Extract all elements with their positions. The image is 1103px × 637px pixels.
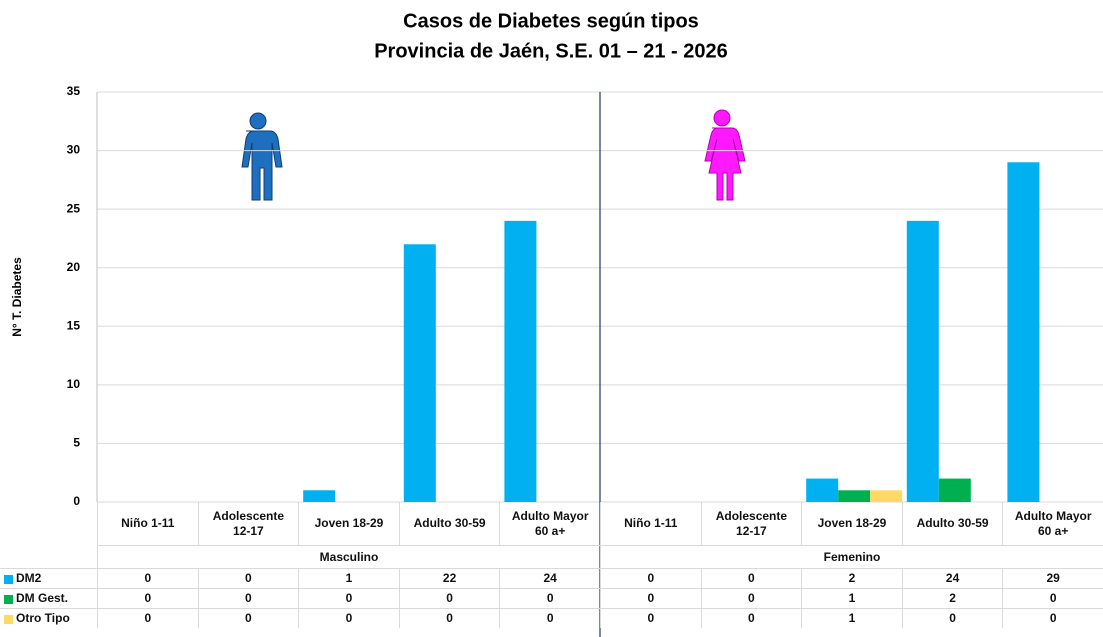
legend-label: Otro Tipo bbox=[0, 608, 97, 628]
table-value: 0 bbox=[398, 588, 500, 608]
chart-title: Casos de Diabetes según tipos bbox=[403, 10, 699, 32]
table-value: 0 bbox=[700, 588, 802, 608]
table-value: 0 bbox=[97, 588, 198, 608]
table-value: 0 bbox=[600, 568, 701, 588]
legend-label: DM Gest. bbox=[0, 588, 97, 608]
y-tick-label: 15 bbox=[67, 318, 81, 332]
x-tick-label: Adulto Mayor 60 a+ bbox=[1002, 502, 1103, 545]
table-value: 1 bbox=[298, 568, 399, 588]
bar bbox=[906, 220, 939, 502]
group-label: Femenino bbox=[600, 545, 1103, 568]
table-value: 1 bbox=[801, 588, 902, 608]
table-value: 0 bbox=[700, 568, 802, 588]
table-value: 0 bbox=[97, 608, 198, 628]
y-tick-label: 10 bbox=[67, 377, 81, 391]
legend-key bbox=[4, 615, 13, 624]
x-tick-label: Joven 18-29 bbox=[801, 502, 902, 545]
x-tick-label: Adolescente 12-17 bbox=[700, 502, 802, 545]
table-value: 0 bbox=[97, 568, 198, 588]
table-value: 0 bbox=[298, 608, 399, 628]
group-label: Masculino bbox=[97, 545, 600, 568]
x-tick-label: Niño 1-11 bbox=[97, 502, 198, 545]
table-value: 24 bbox=[901, 568, 1003, 588]
table-value: 29 bbox=[1002, 568, 1103, 588]
legend-label: DM2 bbox=[0, 568, 97, 588]
table-value: 0 bbox=[197, 608, 299, 628]
table-value: 0 bbox=[398, 608, 500, 628]
bar bbox=[938, 478, 971, 502]
female-icon bbox=[704, 109, 746, 201]
y-tick-label: 30 bbox=[67, 143, 81, 157]
y-axis-label: N° T. Diabetes bbox=[10, 257, 24, 337]
table-value: 0 bbox=[901, 608, 1003, 628]
bar bbox=[1007, 162, 1040, 503]
bar bbox=[806, 478, 839, 502]
y-tick-label: 35 bbox=[67, 84, 81, 98]
table-value: 0 bbox=[499, 588, 600, 608]
table-value: 0 bbox=[197, 588, 299, 608]
table-value: 22 bbox=[398, 568, 500, 588]
bar bbox=[403, 244, 436, 503]
legend-key bbox=[4, 595, 13, 604]
table-value: 0 bbox=[1002, 608, 1103, 628]
x-tick-label: Adolescente 12-17 bbox=[197, 502, 299, 545]
table-value: 24 bbox=[499, 568, 600, 588]
table-value: 0 bbox=[197, 568, 299, 588]
bar bbox=[870, 490, 903, 502]
y-tick-label: 25 bbox=[67, 201, 81, 215]
chart-subtitle: Provincia de Jaén, S.E. 01 – 21 - 2026 bbox=[374, 40, 728, 62]
table-value: 2 bbox=[801, 568, 902, 588]
x-tick-label: Joven 18-29 bbox=[298, 502, 399, 545]
x-tick-label: Adulto 30-59 bbox=[901, 502, 1003, 545]
table-value: 1 bbox=[801, 608, 902, 628]
legend-key bbox=[4, 575, 13, 584]
y-tick-label: 20 bbox=[67, 260, 81, 274]
table-value: 0 bbox=[600, 608, 701, 628]
bar bbox=[838, 490, 871, 502]
table-value: 0 bbox=[700, 608, 802, 628]
table-value: 0 bbox=[499, 608, 600, 628]
y-tick-label: 5 bbox=[73, 436, 80, 450]
bar bbox=[504, 220, 537, 502]
x-tick-label: Adulto 30-59 bbox=[398, 502, 500, 545]
male-icon bbox=[241, 112, 283, 201]
y-tick-label: 0 bbox=[73, 494, 80, 508]
x-tick-label: Niño 1-11 bbox=[600, 502, 701, 545]
bar bbox=[303, 490, 336, 502]
table-value: 0 bbox=[298, 588, 399, 608]
table-value: 0 bbox=[600, 588, 701, 608]
x-tick-label: Adulto Mayor 60 a+ bbox=[499, 502, 600, 545]
table-value: 0 bbox=[1002, 588, 1103, 608]
table-value: 2 bbox=[901, 588, 1003, 608]
